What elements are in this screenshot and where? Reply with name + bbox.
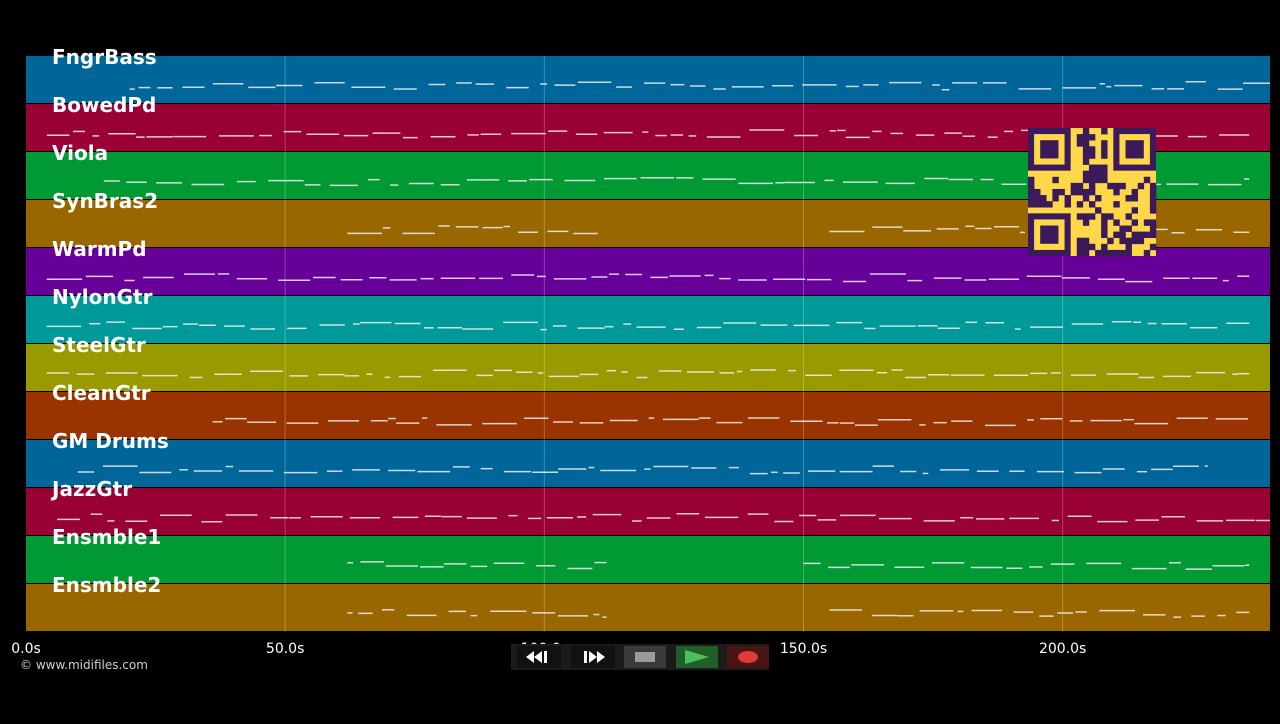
transport-controls [511, 644, 769, 670]
track-notes [46, 369, 1250, 379]
play-icon [685, 650, 709, 664]
track-label: BowedPd [52, 93, 156, 117]
track-label: Ensmble2 [52, 573, 161, 597]
track-row-ensmble1 [26, 536, 1270, 583]
time-tick-label: 150.0s [780, 641, 827, 657]
qr-code-icon [1028, 128, 1157, 257]
record-button[interactable] [727, 646, 769, 668]
record-icon [738, 651, 758, 663]
track-row-steelgtr [26, 344, 1270, 391]
copyright-text: © www.midifiles.com [20, 658, 148, 672]
track-label: WarmPd [52, 237, 147, 261]
track-notes [129, 81, 1270, 91]
track-notes [347, 561, 1250, 570]
track-notes [46, 321, 1250, 331]
time-tick-label: 200.0s [1039, 641, 1086, 657]
track-row-gm-drums [26, 440, 1270, 487]
track-label: SynBras2 [52, 189, 158, 213]
track-notes [347, 225, 1250, 235]
track-label: CleanGtr [52, 381, 151, 405]
track-label: Ensmble1 [52, 525, 161, 549]
time-tick-label: 50.0s [266, 641, 304, 657]
track-row-jazzgtr [26, 488, 1270, 535]
track-row-ensmble2 [26, 584, 1270, 631]
track-label: GM Drums [52, 429, 169, 453]
track-label: SteelGtr [52, 333, 146, 357]
track-notes [212, 417, 1249, 427]
rewind-button[interactable] [517, 646, 561, 668]
track-row-cleangtr [26, 392, 1270, 439]
track-notes [46, 273, 1250, 283]
stop-icon [635, 652, 655, 662]
track-notes [103, 177, 1250, 187]
track-notes [57, 513, 1270, 523]
rewind-icon [526, 651, 547, 663]
fast-forward-button[interactable] [571, 646, 615, 668]
track-notes [347, 609, 1250, 618]
track-label: JazzGtr [50, 477, 132, 501]
track-label: Viola [52, 141, 108, 165]
track-notes [77, 465, 1208, 475]
track-row-nylongtr [26, 296, 1270, 343]
track-label: FngrBass [52, 45, 157, 69]
stop-button[interactable] [624, 646, 666, 668]
time-tick-label: 0.0s [11, 641, 41, 657]
track-label: NylonGtr [52, 285, 153, 309]
fast-forward-icon [584, 651, 605, 663]
track-row-fngrbass [26, 56, 1270, 103]
play-button[interactable] [676, 646, 718, 668]
